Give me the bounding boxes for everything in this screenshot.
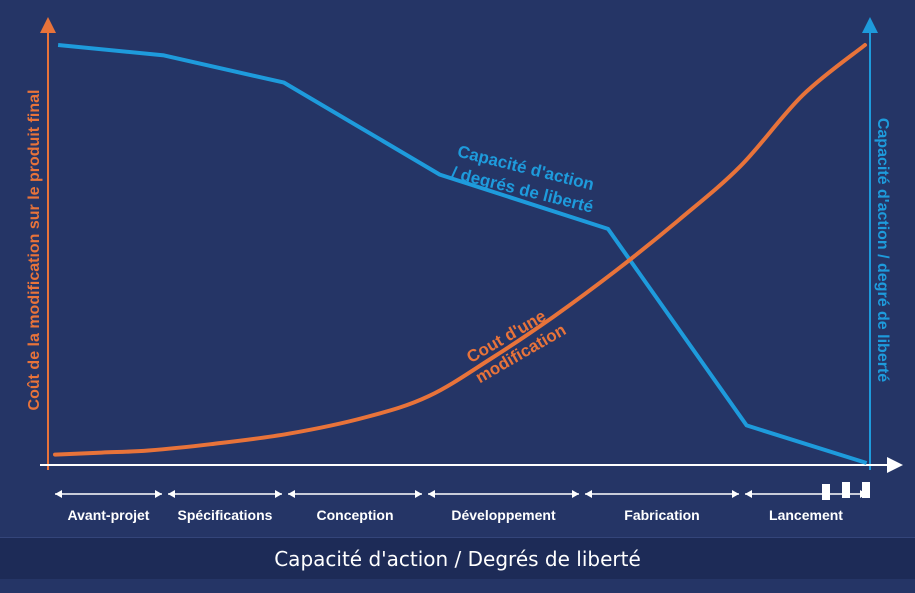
phase-bracket-arrowhead — [275, 490, 282, 498]
series-line-capacity — [57, 43, 868, 465]
series-label-capacity: Capacité d'action / degrés de liberté — [449, 142, 596, 217]
phase-label: Lancement — [769, 507, 843, 523]
phase-bracket-arrowhead — [288, 490, 295, 498]
phase-bracket-arrowhead — [732, 490, 739, 498]
phase-bracket-arrowhead — [745, 490, 752, 498]
phase-label: Avant-projet — [68, 507, 150, 523]
caption-text: Capacité d'action / Degrés de liberté — [274, 547, 641, 571]
phase-label: Développement — [451, 507, 556, 523]
phase-bracket-arrowhead — [155, 490, 162, 498]
phase-bracket-arrowhead — [415, 490, 422, 498]
caption-bar: Capacité d'action / Degrés de liberté — [0, 537, 915, 580]
bottom-strip — [0, 579, 915, 593]
launch-marker — [842, 482, 850, 498]
phase-bracket-arrowhead — [55, 490, 62, 498]
phase-bracket-arrowhead — [585, 490, 592, 498]
launch-marker — [862, 482, 870, 498]
phase-bracket-arrowhead — [428, 490, 435, 498]
y-axis-right-label: Capacité d'action / degré de liberté — [874, 118, 891, 382]
launch-markers — [822, 482, 870, 500]
phase-bracket-arrowhead — [168, 490, 175, 498]
phase-bracket-arrowhead — [572, 490, 579, 498]
phase-label: Conception — [317, 507, 394, 523]
launch-marker — [822, 484, 830, 500]
phase-label: Spécifications — [178, 507, 273, 523]
y-axis-left-label: Coût de la modification sur le produit f… — [26, 90, 43, 411]
phase-label: Fabrication — [624, 507, 699, 523]
series-line-cost — [53, 43, 867, 457]
phase-axis: Avant-projet Spécifications Conception Déve… — [55, 490, 867, 523]
